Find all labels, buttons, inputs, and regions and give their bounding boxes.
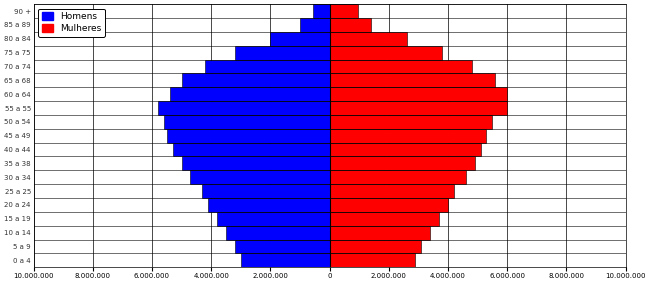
Bar bbox=[190, 170, 330, 184]
Bar bbox=[330, 18, 371, 32]
Bar bbox=[330, 212, 439, 226]
Bar bbox=[330, 87, 507, 101]
Bar bbox=[205, 59, 330, 73]
Bar bbox=[330, 115, 493, 129]
Bar bbox=[330, 254, 415, 267]
Bar bbox=[167, 129, 330, 143]
Bar bbox=[330, 198, 448, 212]
Bar bbox=[330, 240, 421, 254]
Bar bbox=[330, 101, 507, 115]
Bar bbox=[173, 143, 330, 156]
Bar bbox=[217, 212, 330, 226]
Bar bbox=[181, 156, 330, 170]
Bar bbox=[170, 87, 330, 101]
Bar bbox=[235, 46, 330, 59]
Bar bbox=[330, 129, 486, 143]
Bar bbox=[330, 226, 430, 240]
Bar bbox=[330, 46, 442, 59]
Bar bbox=[240, 254, 330, 267]
Bar bbox=[300, 18, 330, 32]
Bar bbox=[330, 170, 466, 184]
Bar bbox=[330, 59, 472, 73]
Bar bbox=[164, 115, 330, 129]
Bar bbox=[330, 4, 358, 18]
Bar bbox=[330, 73, 495, 87]
Bar bbox=[330, 32, 406, 46]
Bar bbox=[226, 226, 330, 240]
Bar bbox=[181, 73, 330, 87]
Bar bbox=[313, 4, 330, 18]
Bar bbox=[270, 32, 330, 46]
Legend: Homens, Mulheres: Homens, Mulheres bbox=[38, 9, 105, 37]
Bar bbox=[235, 240, 330, 254]
Bar bbox=[208, 198, 330, 212]
Bar bbox=[158, 101, 330, 115]
Bar bbox=[330, 156, 474, 170]
Bar bbox=[202, 184, 330, 198]
Bar bbox=[330, 143, 480, 156]
Bar bbox=[330, 184, 454, 198]
